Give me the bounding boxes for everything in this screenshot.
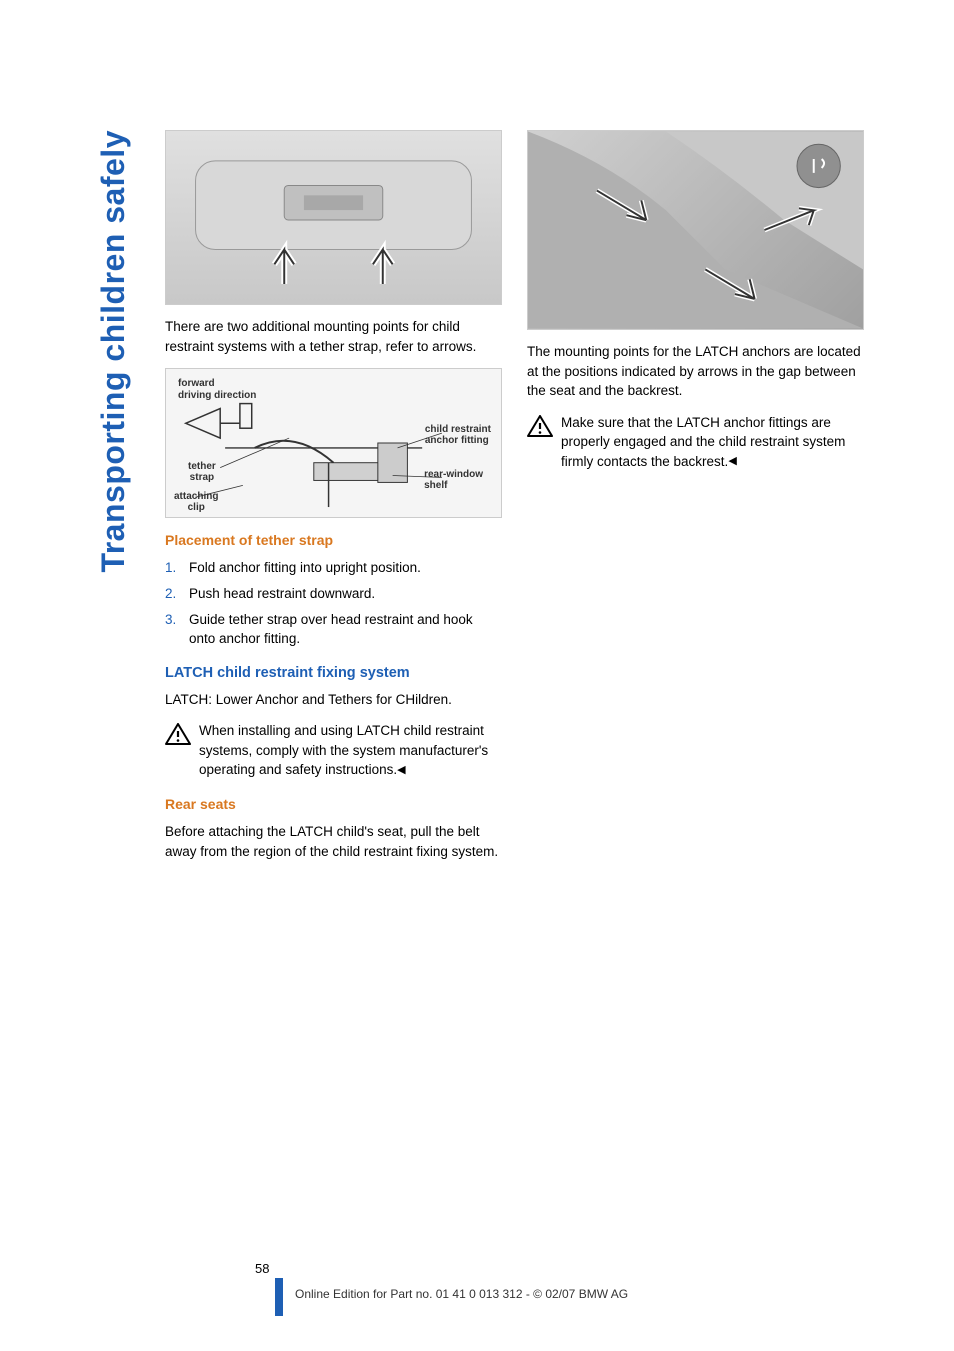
- side-section-title: Transporting children safely: [95, 130, 132, 573]
- intro-paragraph: There are two additional mounting points…: [165, 317, 502, 356]
- mounting-warning-block: Make sure that the LATCH anchor fittings…: [527, 413, 864, 472]
- diagram-label-anchor: child restraintanchor fitting: [425, 424, 491, 446]
- dashboard-mounting-image: [165, 130, 502, 305]
- list-item: Push head restraint downward.: [165, 584, 502, 604]
- page-content: There are two additional mounting points…: [0, 0, 954, 933]
- page-number-bar: [275, 1278, 283, 1316]
- warning-icon: [165, 723, 191, 745]
- warning-icon: [527, 415, 553, 437]
- end-mark-icon: ◀: [397, 763, 405, 779]
- diagram-label-tether: tetherstrap: [188, 461, 216, 483]
- rear-seats-text: Before attaching the LATCH child's seat,…: [165, 822, 502, 861]
- seat-latch-image: [527, 130, 864, 330]
- mounting-points-text: The mounting points for the LATCH anchor…: [527, 342, 864, 401]
- warning-text-content: Make sure that the LATCH anchor fittings…: [561, 415, 845, 469]
- content-columns: There are two additional mounting points…: [165, 130, 864, 873]
- placement-steps-list: Fold anchor fitting into upright positio…: [165, 558, 502, 648]
- latch-warning-block: When installing and using LATCH child re…: [165, 721, 502, 780]
- seat-svg: [528, 131, 863, 329]
- rear-seats-heading: Rear seats: [165, 794, 502, 814]
- list-item: Fold anchor fitting into upright positio…: [165, 558, 502, 578]
- diagram-label-shelf: rear-windowshelf: [424, 469, 483, 491]
- end-mark-icon: ◀: [728, 454, 736, 470]
- latch-intro-text: LATCH: Lower Anchor and Tethers for CHil…: [165, 690, 502, 710]
- placement-heading: Placement of tether strap: [165, 530, 502, 550]
- list-item: Guide tether strap over head restraint a…: [165, 610, 502, 649]
- latch-heading: LATCH child restraint fixing system: [165, 663, 502, 684]
- diagram-label-clip: attachingclip: [174, 491, 218, 513]
- mounting-warning-text: Make sure that the LATCH anchor fittings…: [561, 413, 864, 472]
- left-column: There are two additional mounting points…: [165, 130, 502, 873]
- warning-text-content: When installing and using LATCH child re…: [199, 723, 488, 777]
- tether-strap-diagram: forward driving direction tetherstrap at…: [165, 368, 502, 518]
- dashboard-svg: [166, 131, 501, 304]
- footer-copyright: Online Edition for Part no. 01 41 0 013 …: [295, 1287, 628, 1301]
- latch-warning-text: When installing and using LATCH child re…: [199, 721, 502, 780]
- page-number: 58: [255, 1261, 269, 1276]
- right-column: The mounting points for the LATCH anchor…: [527, 130, 864, 873]
- diagram-label-driving: driving direction: [178, 389, 256, 404]
